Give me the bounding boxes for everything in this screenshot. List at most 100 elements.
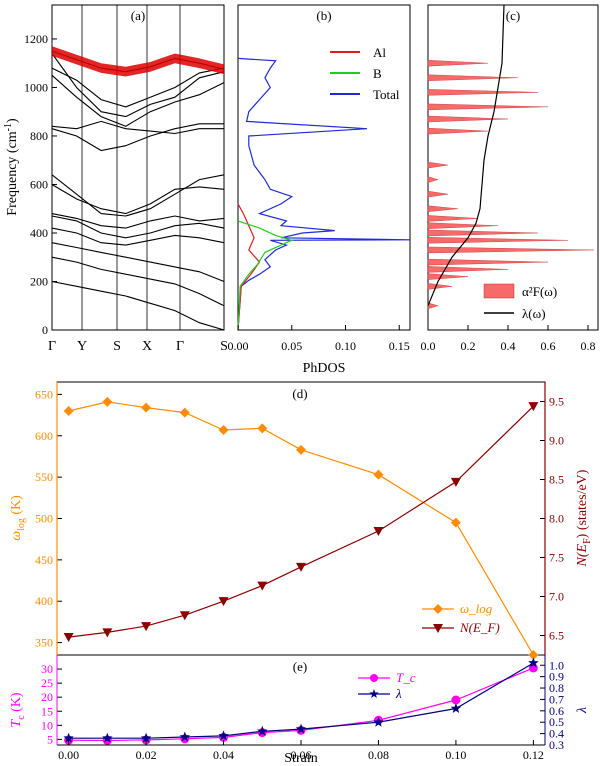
x-tick-label: 0.0 <box>421 339 436 353</box>
y-tick-label: 1200 <box>24 32 48 46</box>
a2f-spike <box>427 103 549 111</box>
x-tick-label: 0.04 <box>213 748 234 762</box>
x-tick-label: 0.8 <box>581 339 596 353</box>
lambda-marker <box>102 732 113 743</box>
omega-log-marker <box>141 402 152 413</box>
panel-b-label: (b) <box>316 8 331 23</box>
x-tick-label: 0.08 <box>368 748 389 762</box>
right-y-tick-label: 0.5 <box>549 715 564 729</box>
panel-a-plot: 0 200 400 600 800 1000 1200 Γ Y S X Γ S <box>24 5 228 354</box>
right-y-tick-label: 0.4 <box>549 727 564 741</box>
nef-marker <box>257 581 268 591</box>
a2f-spike <box>427 176 439 183</box>
x-tick-label: 0.00 <box>58 748 79 762</box>
left-y-tick-label: 350 <box>35 636 53 650</box>
k-point-label: Y <box>77 339 87 354</box>
panel-d-label: (d) <box>292 386 307 401</box>
legend-al-label: Al <box>373 45 386 60</box>
right-y-tick-label: 1.0 <box>549 658 564 672</box>
lambda-marker <box>218 730 229 741</box>
phonon-band <box>51 53 225 118</box>
omega-log-marker <box>218 424 229 435</box>
a2f-spike <box>427 215 479 222</box>
legend-b-label: B <box>373 66 382 81</box>
y-tick-label: 200 <box>30 274 48 288</box>
lambda-marker <box>140 732 152 743</box>
panel-a-label: (a) <box>131 8 145 23</box>
left-y-tick-label: 600 <box>35 429 53 443</box>
phonon-band <box>51 174 225 217</box>
right-y-tick-label: 9.5 <box>549 395 564 409</box>
a2f-spike <box>427 190 449 198</box>
left-y-tick-label: 15 <box>41 704 53 718</box>
panel-d-plot: 350 400 450 500 550 600 650 6.5 7.0 7.5 8.0 8.5 9.0 9… <box>35 382 564 660</box>
a2f-spike <box>427 229 539 237</box>
right-y-tick-label: 0.7 <box>549 692 564 706</box>
legend-lambda-marker <box>369 689 379 698</box>
left-y-tick-label: 20 <box>41 690 53 704</box>
nef-marker <box>63 633 74 643</box>
x-tick-label: 0.02 <box>136 748 157 762</box>
x-tick-label: 0.10 <box>445 748 466 762</box>
phonon-band <box>51 213 225 229</box>
right-y-tick-label: 0.9 <box>549 670 564 684</box>
right-y-tick-label: 9.0 <box>549 434 564 448</box>
nef-marker <box>296 562 306 572</box>
omega-log-marker <box>102 396 113 407</box>
a2f-spike <box>427 205 459 212</box>
phonon-band <box>51 67 225 108</box>
phonon-band <box>51 184 225 215</box>
y-tick-label: 800 <box>30 129 48 143</box>
right-y-tick-label: 7.0 <box>549 590 564 604</box>
y-tick-label: 600 <box>30 177 48 191</box>
left-y-tick-label: 550 <box>35 470 53 484</box>
panel-e-left-ylabel: Tc (K) <box>9 692 27 728</box>
right-y-tick-label: 0.3 <box>549 738 564 752</box>
right-y-tick-label: 8.0 <box>549 512 564 526</box>
lambda-marker <box>63 732 74 743</box>
tc-marker <box>451 695 461 705</box>
left-y-tick-label: 450 <box>35 553 53 567</box>
lambda-marker <box>257 725 268 736</box>
panel-a-ylabel: Frequency (cm-1) <box>3 118 20 216</box>
dos-total-line <box>237 57 411 331</box>
series-line <box>68 662 534 739</box>
left-y-tick-label: 10 <box>41 718 53 732</box>
nef-marker <box>102 628 113 638</box>
right-y-tick-label: 8.5 <box>549 473 564 487</box>
legend-tc-label: T_c <box>396 670 416 685</box>
omega-log-marker <box>528 650 539 660</box>
legend-tc-marker <box>370 674 378 682</box>
a2f-spike <box>427 283 453 290</box>
phonon-band <box>51 120 224 135</box>
lambda-marker <box>295 723 307 734</box>
left-y-tick-label: 5 <box>47 732 53 746</box>
nef-marker <box>528 402 539 412</box>
x-tick-label: 0.6 <box>541 339 556 353</box>
k-point-label: S <box>220 339 228 354</box>
panel-e-xlabel: Strain <box>284 751 317 766</box>
nef-marker <box>218 597 229 607</box>
phonon-band <box>51 123 224 152</box>
phonon-band <box>51 242 225 283</box>
x-tick-label: 0.15 <box>389 339 410 353</box>
panel-e-right-ylabel: λ <box>575 707 590 714</box>
omega-log-marker <box>373 469 384 480</box>
a2f-spike <box>427 266 509 273</box>
a2f-spike <box>427 222 499 229</box>
a2f-spike <box>427 74 519 81</box>
fat-band-al <box>52 46 224 77</box>
panel-c-label: (c) <box>506 8 520 23</box>
panel-b-legend: Al B Total <box>330 45 400 102</box>
omega-log-marker <box>179 407 190 418</box>
k-point-label: Γ <box>48 339 56 354</box>
legend-total-label: Total <box>373 87 400 102</box>
lambda-line <box>427 4 505 306</box>
y-tick-label: 1000 <box>24 80 48 94</box>
panel-d-left-ylabel: ωlog (K) <box>9 495 27 541</box>
right-y-tick-label: 7.5 <box>549 551 564 565</box>
nef-marker <box>450 477 461 487</box>
x-tick-label: 0.10 <box>335 339 356 353</box>
